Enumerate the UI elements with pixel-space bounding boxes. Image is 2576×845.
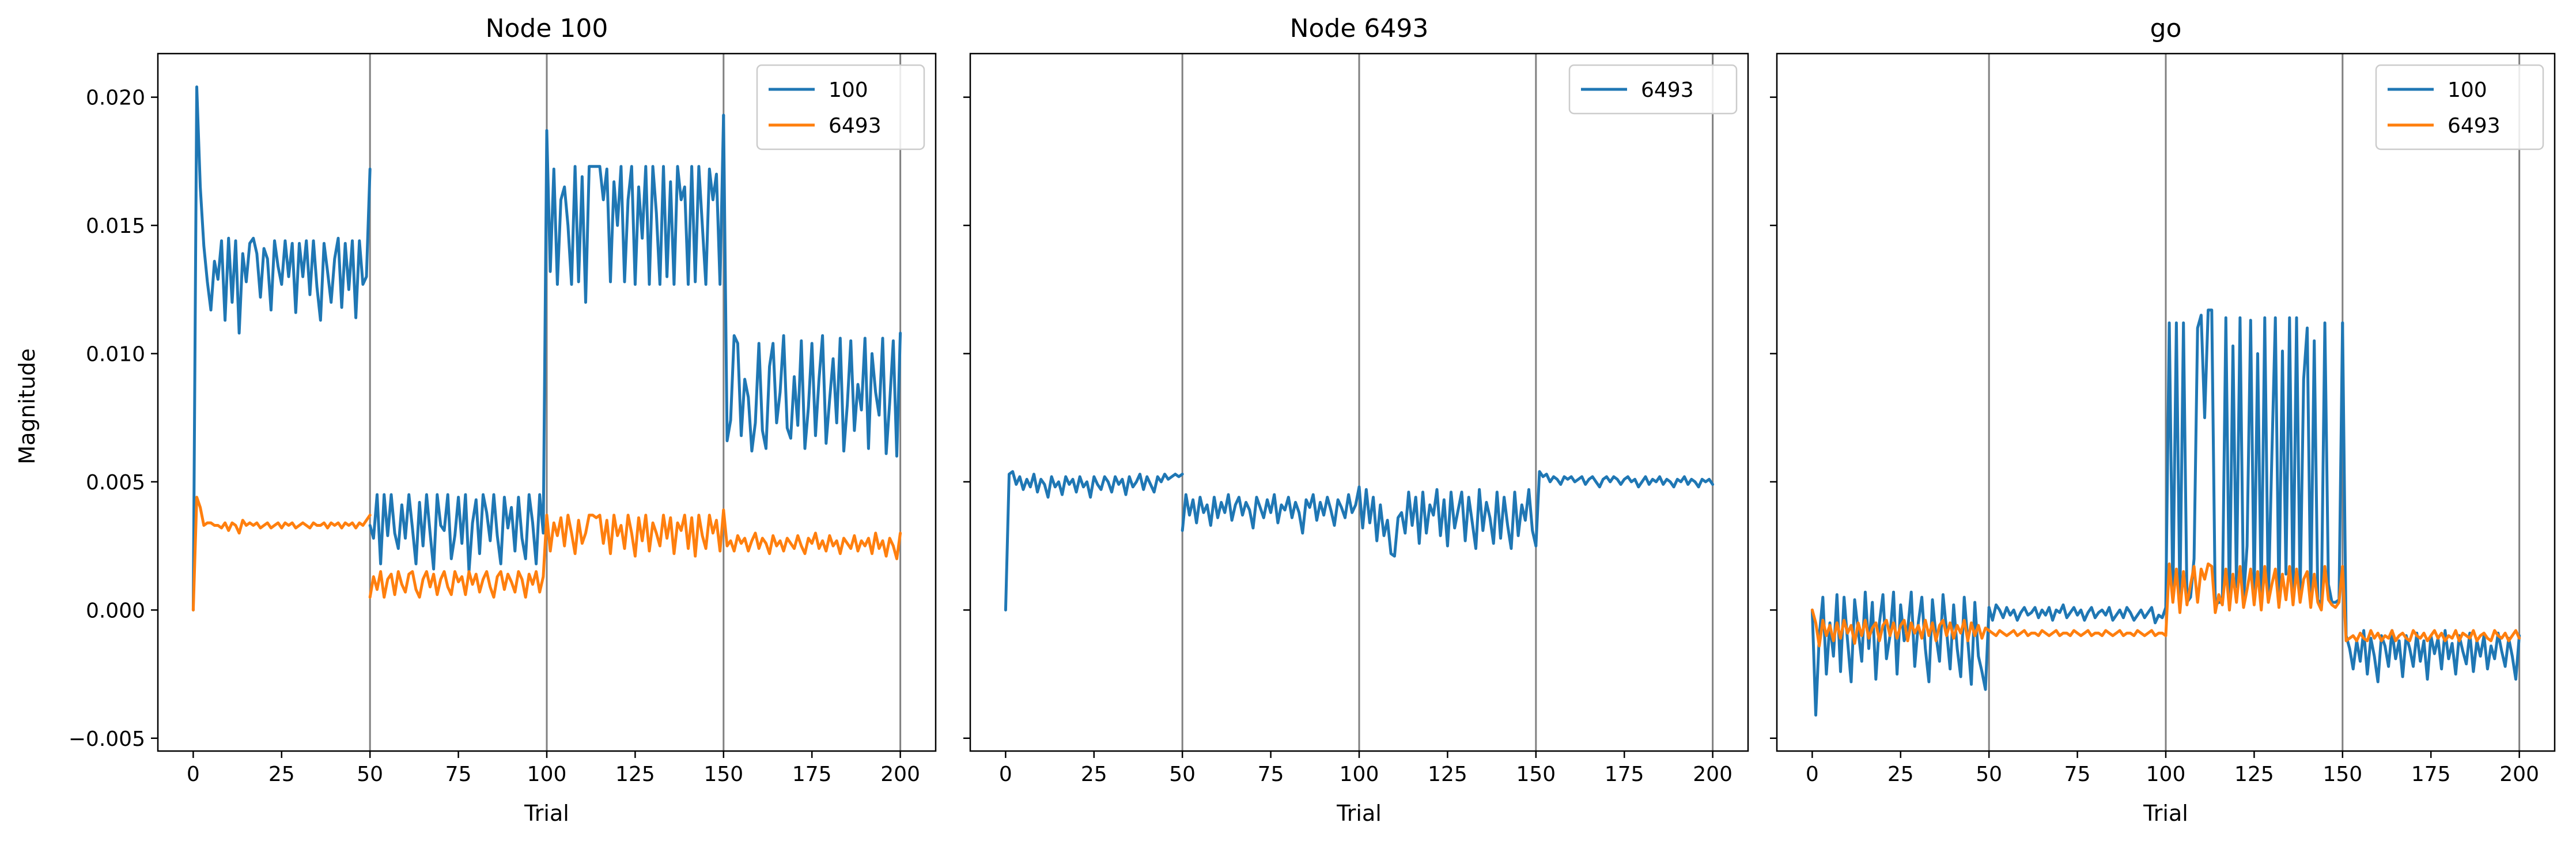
subplot-title: Node 100 [486, 14, 608, 43]
legend-label: 6493 [1641, 78, 1694, 102]
legend: 100 6493 [756, 64, 925, 150]
x-axis-label: Trial [1336, 801, 1382, 826]
x-tick-label: 150 [1516, 763, 1556, 786]
x-tick-label: 50 [1169, 763, 1196, 786]
subplot-2: Node 6493 0 25 50 75 100 125 150 175 200 Trial 6493 [963, 14, 1749, 826]
x-tick-label: 125 [2234, 763, 2274, 786]
series-line [1987, 603, 2168, 625]
series-line [545, 114, 725, 304]
x-tick-label: 200 [2499, 763, 2539, 786]
x-tick-label: 0 [1806, 763, 1819, 786]
subplot-1: Node 100 0 25 50 75 100 125 150 175 200 −0.005 0.00… [69, 14, 937, 826]
x-tick-label: 200 [1693, 763, 1733, 786]
legend-label: 6493 [2448, 114, 2501, 138]
series-6493 [191, 496, 902, 612]
series-line [722, 508, 902, 560]
series-line [191, 496, 372, 612]
series-line [1534, 470, 1715, 548]
y-tick-label: 0.015 [86, 214, 145, 238]
legend-label: 100 [2448, 78, 2487, 102]
x-tick-label: 0 [999, 763, 1012, 786]
x-tick-label: 100 [1340, 763, 1379, 786]
series-line [368, 514, 549, 599]
x-tick-label: 25 [1081, 763, 1107, 786]
legend-box [756, 64, 925, 150]
series-line [1810, 590, 1991, 717]
subplot-title: go [2150, 14, 2182, 43]
x-tick-label: 175 [2411, 763, 2451, 786]
series-line [368, 129, 549, 574]
y-tick-label: 0.010 [86, 342, 145, 366]
y-tick-label: 0.000 [86, 599, 145, 623]
x-tick-label: 200 [880, 763, 920, 786]
x-tick-label: 25 [1887, 763, 1914, 786]
x-tick-label: 175 [792, 763, 832, 786]
x-tick-label: 125 [615, 763, 655, 786]
series-line [722, 114, 902, 458]
subplot-3: go 0 25 50 75 100 125 150 175 200 Trial 100 6493 [1770, 14, 2556, 826]
series-line [191, 85, 372, 612]
x-tick-label: 25 [268, 763, 295, 786]
legend-box [1568, 64, 1738, 115]
series-line [2341, 565, 2521, 643]
x-tick-label: 175 [1605, 763, 1644, 786]
series-line [2164, 562, 2344, 637]
series-100 [191, 85, 902, 612]
x-tick-label: 75 [2064, 763, 2091, 786]
legend: 6493 [1568, 64, 1738, 115]
x-tick-label: 125 [1428, 763, 1467, 786]
x-tick-label: 50 [1976, 763, 2002, 786]
x-tick-label: 100 [527, 763, 567, 786]
series-line [545, 508, 725, 558]
series-line [1357, 485, 1538, 558]
series-6493 [1004, 470, 1715, 612]
legend-box [2375, 64, 2544, 150]
x-tick-label: 75 [1258, 763, 1284, 786]
axes-frame [1776, 52, 2556, 752]
series-line [1004, 470, 1184, 612]
series-line [1181, 485, 1361, 535]
axes-frame [969, 52, 1749, 752]
series-line [1987, 629, 2168, 637]
x-tick-label: 150 [703, 763, 743, 786]
axes-frame [157, 52, 937, 752]
x-tick-label: 75 [445, 763, 472, 786]
legend-label: 6493 [829, 114, 882, 138]
legend: 100 6493 [2375, 64, 2544, 150]
y-axis-label: Magnitude [14, 348, 40, 464]
x-axis-label: Trial [2143, 801, 2188, 826]
subplot-title: Node 6493 [1290, 14, 1429, 43]
y-tick-label: 0.020 [86, 86, 145, 110]
x-tick-label: 0 [187, 763, 200, 786]
y-tick-label: 0.005 [86, 471, 145, 495]
x-tick-label: 100 [2146, 763, 2186, 786]
x-tick-label: 150 [2322, 763, 2362, 786]
x-axis-label: Trial [524, 801, 569, 826]
series-6493 [1810, 562, 2521, 648]
x-tick-label: 50 [357, 763, 383, 786]
series-line [1810, 608, 1991, 648]
legend-label: 100 [829, 78, 868, 102]
y-tick-label: −0.005 [69, 727, 145, 751]
